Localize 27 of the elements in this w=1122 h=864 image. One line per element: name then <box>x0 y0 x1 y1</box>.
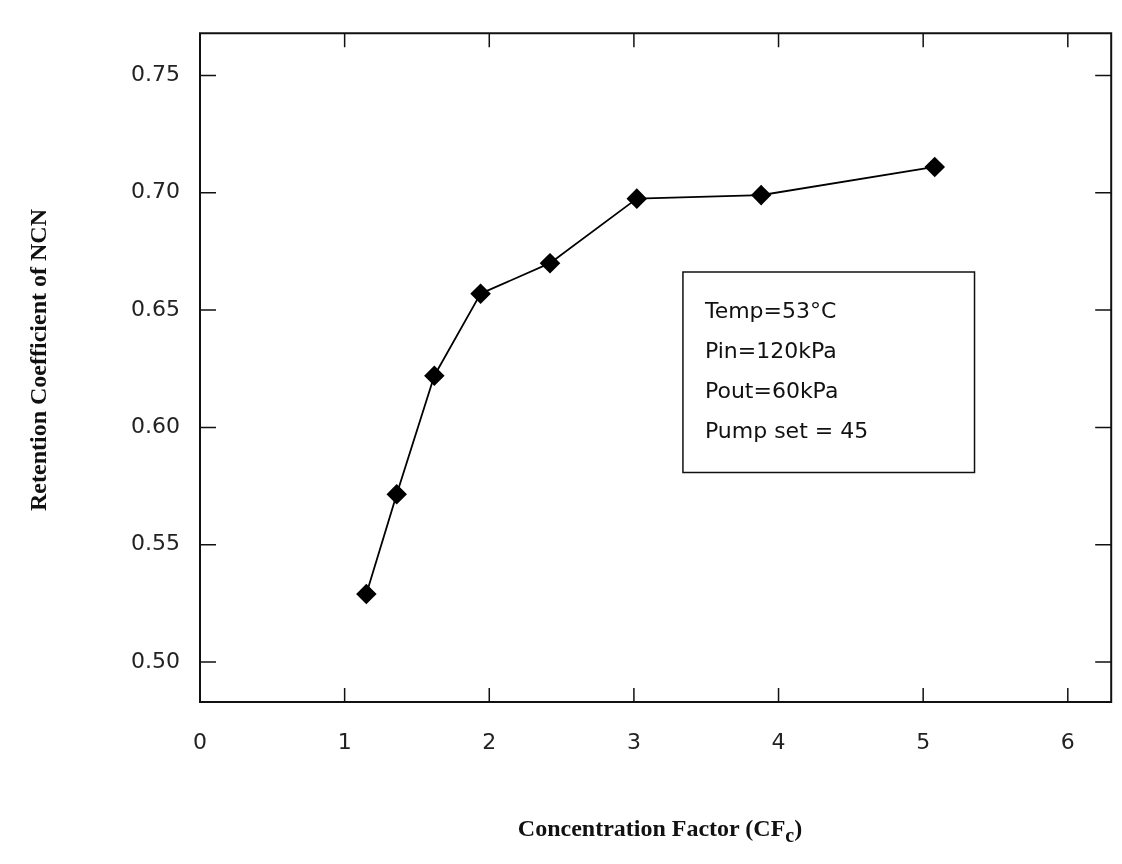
annotation: Pump set = 45 <box>704 418 869 444</box>
y-tick-label: 0.65 <box>131 295 180 321</box>
x-tick-label: 6 <box>1060 728 1075 754</box>
x-tick-label: 3 <box>626 728 641 754</box>
point <box>424 365 445 386</box>
x-tick-label: 5 <box>916 728 931 754</box>
x-tick-label: 4 <box>771 728 786 754</box>
y-tick-label: 0.55 <box>131 530 180 556</box>
y-axis-title: Retention Coefficient of NCN <box>24 209 52 511</box>
y-tick-label: 0.70 <box>131 178 180 204</box>
point <box>540 253 560 274</box>
x-tick-label: 0 <box>193 728 207 754</box>
y-tick-label: 0.60 <box>131 413 180 439</box>
point <box>924 157 945 177</box>
x-tick-label: 1 <box>337 728 352 754</box>
y-tick-label: 0.75 <box>131 61 180 87</box>
point <box>751 185 772 206</box>
point <box>626 188 647 209</box>
y-tick-label: 0.50 <box>131 647 180 673</box>
x-axis-title: Concentration Factor (CF$_{c}$) <box>517 815 803 847</box>
x-tick-label: 2 <box>482 728 497 754</box>
point <box>470 283 491 304</box>
annotation: Temp=53°C <box>703 297 837 323</box>
point <box>386 484 407 505</box>
annotation: Pin=120kPa <box>704 337 837 363</box>
point <box>356 584 377 604</box>
annotation: Pout=60kPa <box>704 378 839 404</box>
